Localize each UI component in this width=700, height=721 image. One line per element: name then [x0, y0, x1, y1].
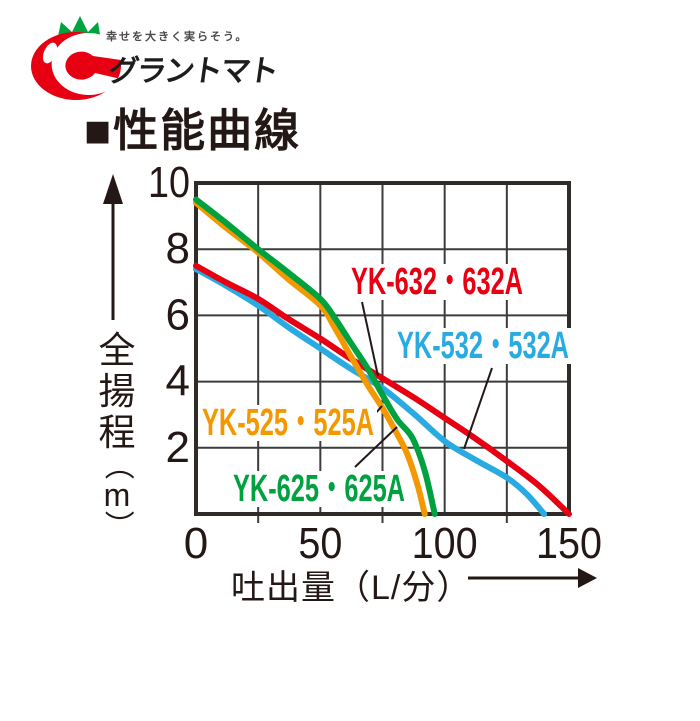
- x-axis-arrow-icon: [468, 568, 597, 588]
- y-axis-title-char: 全: [98, 330, 136, 371]
- tomato-g-cut: [51, 32, 122, 95]
- series-label-bg: [347, 264, 527, 300]
- pointer-line: [354, 426, 398, 468]
- series-label: YK-625・625A: [233, 468, 405, 510]
- curve-YK-632・632A: [193, 262, 572, 517]
- series-label: YK-632・632A: [351, 261, 523, 303]
- series-label-bg: [229, 471, 409, 507]
- axis-ticks: [257, 516, 508, 523]
- brand-logotype: グラントマト: [106, 55, 279, 88]
- series-labels: YK-532・532A YK-632・632A YK-525・525A YK-625・…: [199, 261, 572, 510]
- y-axis-title-char: m: [103, 477, 131, 513]
- brand-text: 幸せを大きく実らそう。 グラントマト: [106, 28, 279, 90]
- y-tick-label: 10: [148, 158, 190, 207]
- y-axis-title-char: 程: [98, 412, 136, 453]
- y-axis-arrow-icon: [103, 174, 123, 320]
- y-tick-label: 8: [166, 224, 190, 273]
- x-tick-label: 50: [298, 519, 342, 568]
- tomato-highlight: [42, 42, 58, 64]
- brand-tagline: 幸せを大きく実らそう。: [106, 31, 249, 43]
- y-tick-labels: 10 8 6 4 2: [148, 158, 190, 472]
- series-label-bg: [394, 328, 572, 364]
- y-axis-title: 全揚程（m）: [92, 330, 142, 540]
- chart-curves: [193, 196, 572, 517]
- x-tick-label: 150: [536, 519, 602, 568]
- y-axis-title-char: 揚: [98, 371, 136, 412]
- section-heading: ■性能曲線: [84, 105, 302, 156]
- series-label: YK-525・525A: [202, 402, 374, 444]
- series-label: YK-532・532A: [397, 325, 569, 367]
- y-tick-label: 2: [166, 423, 190, 472]
- x-tick-label: 0: [184, 519, 208, 568]
- x-tick-labels: 0 50 100 150: [184, 519, 602, 568]
- performance-chart: YK-532・532A YK-632・632A YK-525・525A YK-625・…: [103, 158, 602, 588]
- x-axis-title: 吐出量（L/分）: [231, 569, 472, 607]
- x-tick-label: 100: [412, 519, 478, 568]
- series-label-bg: [199, 405, 377, 441]
- curve-YK-625・625A: [193, 196, 438, 517]
- label-pointer-lines: [354, 301, 493, 468]
- pointer-line: [361, 301, 379, 377]
- curve-YK-532・532A: [193, 266, 548, 517]
- y-tick-label: 6: [166, 290, 190, 339]
- brand-logo: 幸せを大きく実らそう。 グラントマト: [0, 0, 300, 105]
- tomato-logo-icon: [31, 16, 122, 100]
- pointer-line: [463, 367, 493, 450]
- y-tick-label: 4: [166, 357, 190, 406]
